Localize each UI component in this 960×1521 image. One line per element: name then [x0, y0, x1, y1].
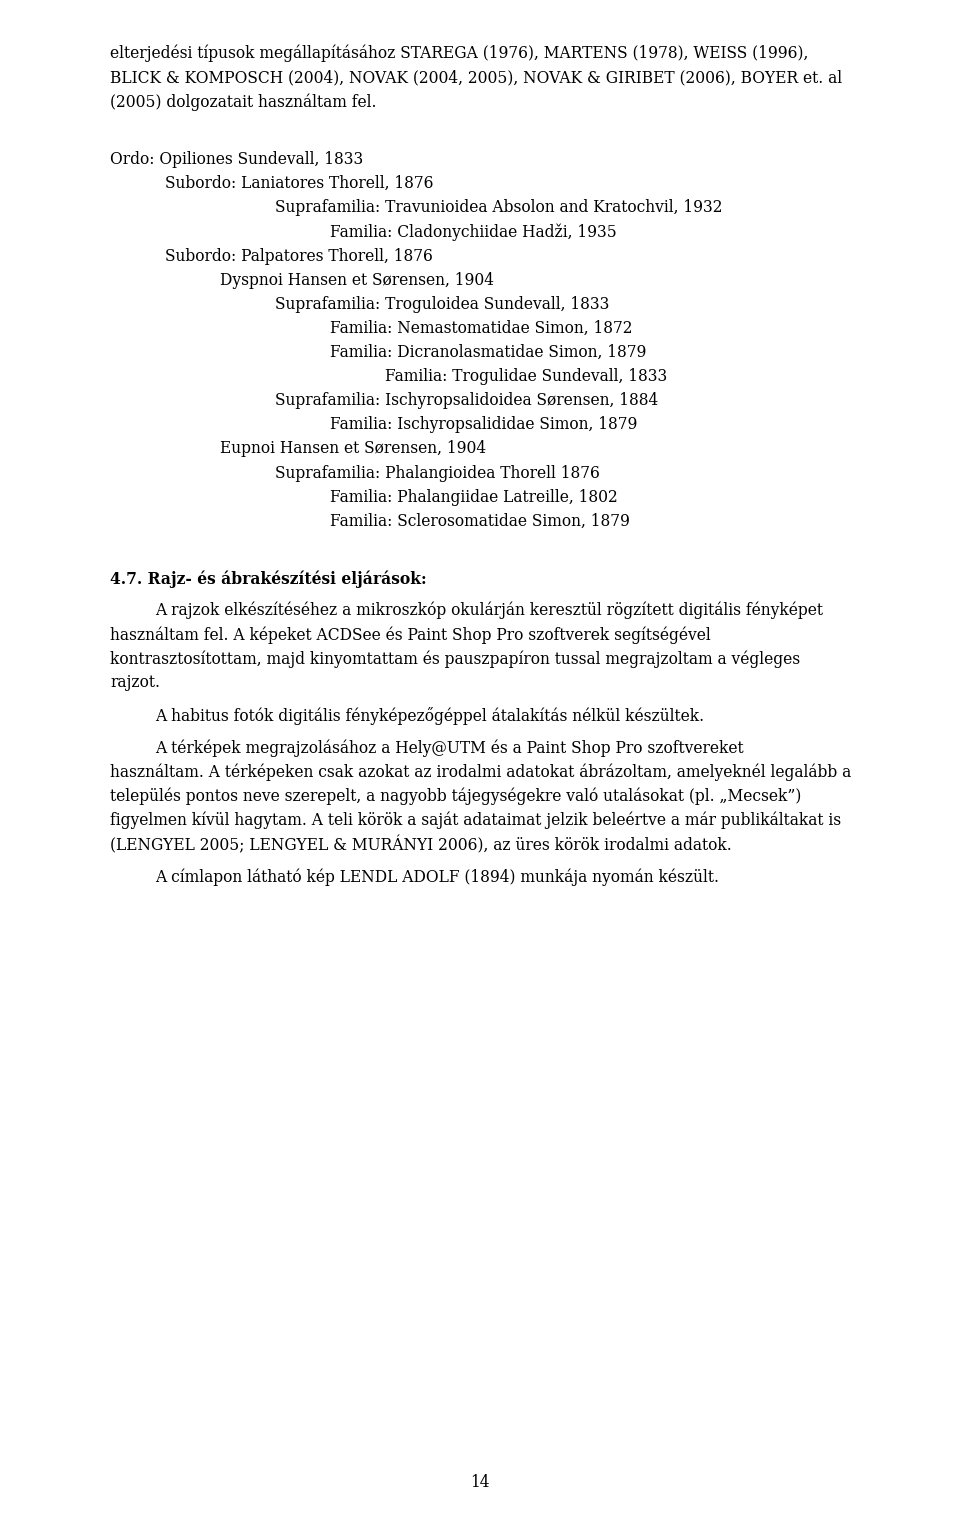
Text: A térképek megrajzolásához a Hely@UTM és a Paint Shop Pro szoftvereket: A térképek megrajzolásához a Hely@UTM és…	[155, 739, 744, 757]
Text: Suprafamilia: Phalangioidea Thorell 1876: Suprafamilia: Phalangioidea Thorell 1876	[275, 464, 600, 482]
Text: Familia: Dicranolasmatidae Simon, 1879: Familia: Dicranolasmatidae Simon, 1879	[330, 344, 646, 360]
Text: Familia: Phalangiidae Latreille, 1802: Familia: Phalangiidae Latreille, 1802	[330, 488, 617, 505]
Text: Subordo: Laniatores Thorell, 1876: Subordo: Laniatores Thorell, 1876	[165, 175, 434, 192]
Text: Suprafamilia: Troguloidea Sundevall, 1833: Suprafamilia: Troguloidea Sundevall, 183…	[275, 295, 610, 313]
Text: 14: 14	[470, 1474, 490, 1491]
Text: Eupnoi Hansen et Sørensen, 1904: Eupnoi Hansen et Sørensen, 1904	[220, 441, 486, 458]
Text: Familia: Cladonychiidae Hadži, 1935: Familia: Cladonychiidae Hadži, 1935	[330, 224, 616, 240]
Text: Suprafamilia: Travunioidea Absolon and Kratochvil, 1932: Suprafamilia: Travunioidea Absolon and K…	[275, 199, 723, 216]
Text: Subordo: Palpatores Thorell, 1876: Subordo: Palpatores Thorell, 1876	[165, 248, 433, 265]
Text: Familia: Nemastomatidae Simon, 1872: Familia: Nemastomatidae Simon, 1872	[330, 319, 633, 336]
Text: rajzot.: rajzot.	[110, 674, 160, 692]
Text: Suprafamilia: Ischyropsalidoidea Sørensen, 1884: Suprafamilia: Ischyropsalidoidea Sørense…	[275, 392, 659, 409]
Text: Familia: Trogulidae Sundevall, 1833: Familia: Trogulidae Sundevall, 1833	[385, 368, 667, 385]
Text: figyelmen kívül hagytam. A teli körök a saját adataimat jelzik beleértve a már p: figyelmen kívül hagytam. A teli körök a …	[110, 812, 841, 829]
Text: Familia: Sclerosomatidae Simon, 1879: Familia: Sclerosomatidae Simon, 1879	[330, 513, 630, 529]
Text: Dyspnoi Hansen et Sørensen, 1904: Dyspnoi Hansen et Sørensen, 1904	[220, 272, 494, 289]
Text: használtam fel. A képeket ACDSee és Paint Shop Pro szoftverek segítségével: használtam fel. A képeket ACDSee és Pain…	[110, 627, 710, 643]
Text: A habitus fotók digitális fényképezőgéppel átalakítás nélkül készültek.: A habitus fotók digitális fényképezőgépp…	[155, 707, 704, 726]
Text: (2005) dolgozatait használtam fel.: (2005) dolgozatait használtam fel.	[110, 93, 376, 111]
Text: használtam. A térképeken csak azokat az irodalmi adatokat ábrázoltam, amelyeknél: használtam. A térképeken csak azokat az …	[110, 764, 852, 780]
Text: Ordo: Opiliones Sundevall, 1833: Ordo: Opiliones Sundevall, 1833	[110, 151, 363, 169]
Text: kontrasztosítottam, majd kinyomtattam és pauszpapíron tussal megrajzoltam a végl: kontrasztosítottam, majd kinyomtattam és…	[110, 649, 800, 668]
Text: A címlapon látható kép LENDL ADOLF (1894) munkája nyomán készült.: A címlapon látható kép LENDL ADOLF (1894…	[155, 868, 719, 885]
Text: (LENGYEL 2005; LENGYEL & MURÁNYI 2006), az üres körök irodalmi adatok.: (LENGYEL 2005; LENGYEL & MURÁNYI 2006), …	[110, 837, 732, 853]
Text: A rajzok elkészítéséhez a mikroszkóp okulárján keresztül rögzített digitális fén: A rajzok elkészítéséhez a mikroszkóp oku…	[155, 602, 823, 619]
Text: település pontos neve szerepelt, a nagyobb tájegységekre való utalásokat (pl. „M: település pontos neve szerepelt, a nagyo…	[110, 788, 802, 805]
Text: elterjedési típusok megállapításához STAREGA (1976), MARTENS (1978), WEISS (1996: elterjedési típusok megállapításához STA…	[110, 46, 808, 62]
Text: BLICK & KOMPOSCH (2004), NOVAK (2004, 2005), NOVAK & GIRIBET (2006), BOYER et. a: BLICK & KOMPOSCH (2004), NOVAK (2004, 20…	[110, 68, 842, 87]
Text: Familia: Ischyropsalididae Simon, 1879: Familia: Ischyropsalididae Simon, 1879	[330, 417, 637, 433]
Text: 4.7. Rajz- és ábrakészítési eljárások:: 4.7. Rajz- és ábrakészítési eljárások:	[110, 570, 426, 589]
